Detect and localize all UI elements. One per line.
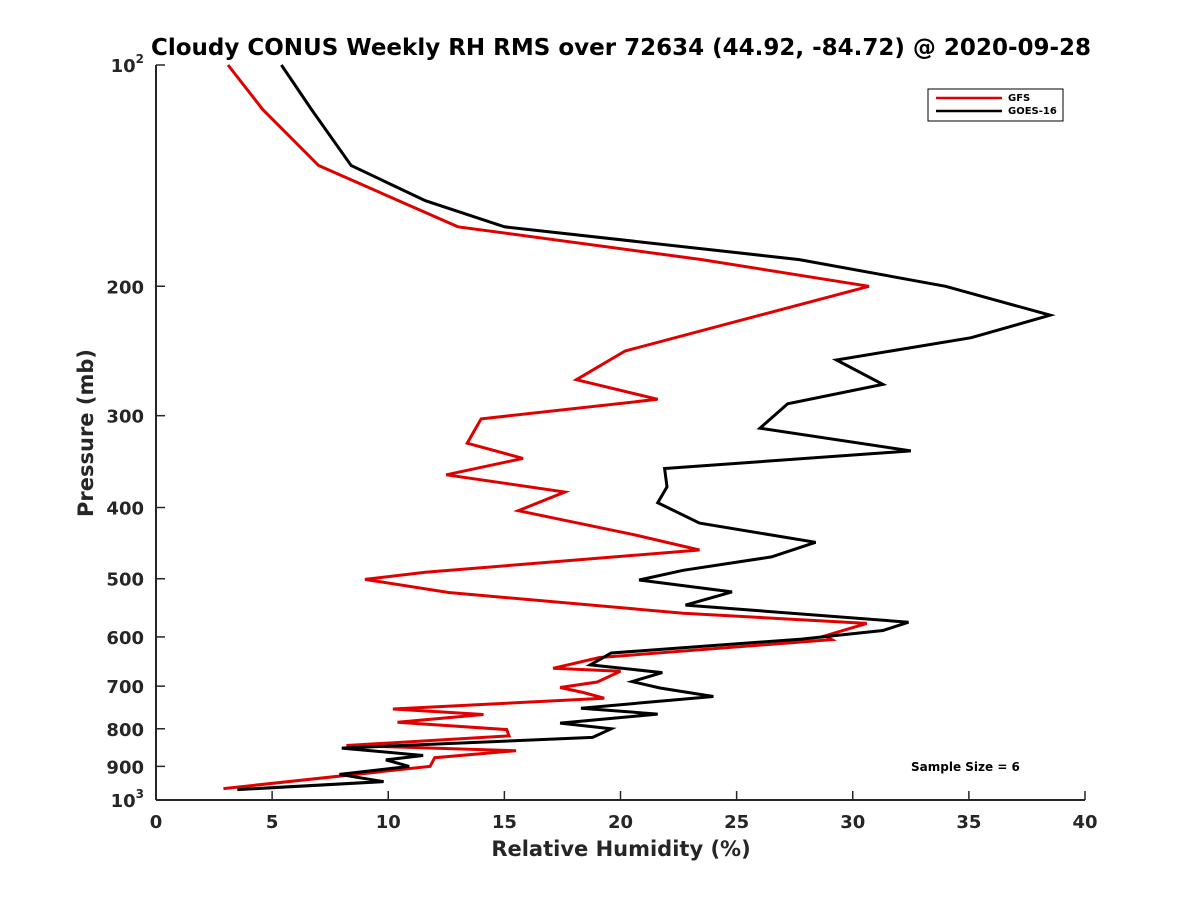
x-tick-label: 10 — [376, 812, 401, 833]
x-tick-label: 20 — [608, 812, 633, 833]
x-axis-label: Relative Humidity (%) — [491, 837, 750, 861]
series-line-goes16 — [237, 64, 1056, 792]
y-tick-label: 600 — [106, 628, 144, 649]
x-tick-label: 30 — [840, 812, 865, 833]
x-tick-label: 15 — [492, 812, 517, 833]
y-tick-label: 200 — [106, 277, 144, 298]
y-tick-label: 500 — [106, 570, 144, 591]
y-tick-group: 102 200 300 400 500 600 700 800 900 103 — [106, 52, 165, 812]
series-line-gfs — [223, 64, 870, 791]
y-tick-label: 400 — [106, 499, 144, 520]
x-tick-group: 0 5 10 15 20 25 30 35 40 — [150, 791, 1098, 833]
y-axis-label: Pressure (mb) — [74, 349, 98, 517]
series-layer — [223, 64, 1056, 792]
chart-title: Cloudy CONUS Weekly RH RMS over 72634 (4… — [151, 35, 1091, 61]
x-tick-label: 40 — [1072, 812, 1097, 833]
y-tick-label: 103 — [111, 787, 144, 812]
legend-box — [927, 88, 1064, 122]
x-tick-label: 35 — [956, 812, 981, 833]
sample-size-annotation: Sample Size = 6 — [911, 760, 1020, 774]
legend-label-goes16: GOES-16 — [1008, 106, 1057, 117]
x-tick-label: 5 — [266, 812, 279, 833]
y-tick-label: 700 — [106, 677, 144, 698]
y-tick-label: 102 — [111, 52, 144, 77]
y-tick-label: 800 — [106, 720, 144, 741]
legend-label-gfs: GFS — [1008, 93, 1030, 104]
y-tick-label: 900 — [106, 757, 144, 778]
legend: GFS GOES-16 — [927, 88, 1064, 122]
y-tick-label: 300 — [106, 407, 144, 428]
x-tick-label: 0 — [150, 812, 163, 833]
x-tick-label: 25 — [724, 812, 749, 833]
